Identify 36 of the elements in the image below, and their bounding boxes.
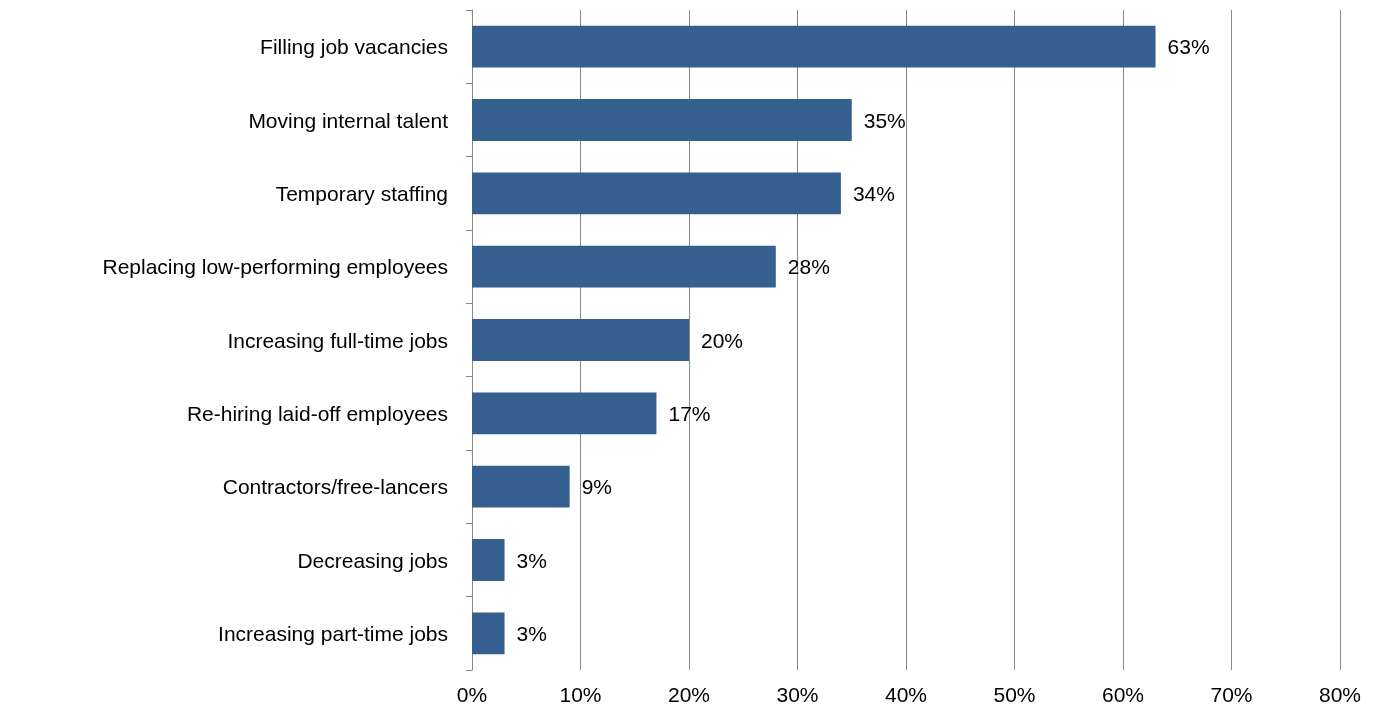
y-tick-label: Increasing full-time jobs <box>227 328 448 352</box>
bar <box>472 392 657 435</box>
x-tick-label: 10% <box>559 683 602 706</box>
y-tick-label: Re-hiring laid-off employees <box>186 401 448 425</box>
y-tick-label: Moving internal talent <box>248 108 449 132</box>
y-tick-label: Contractors/free-lancers <box>222 475 448 499</box>
y-tick-label: Decreasing jobs <box>297 548 448 572</box>
bar <box>472 245 776 288</box>
bar <box>472 172 841 215</box>
data-label: 17% <box>668 401 711 425</box>
bar <box>472 465 570 508</box>
data-label: 3% <box>516 548 547 572</box>
x-tick-label: 60% <box>1101 683 1145 706</box>
bar <box>472 319 689 361</box>
y-tick-label: Temporary staffing <box>275 181 448 205</box>
data-label: 20% <box>701 328 744 352</box>
bar <box>472 25 1156 68</box>
x-tick-label: 30% <box>776 683 819 706</box>
data-label: 63% <box>1167 35 1210 59</box>
data-label: 3% <box>516 621 547 645</box>
bar <box>472 99 852 141</box>
x-tick-label: 70% <box>1210 683 1253 706</box>
data-label: 35% <box>863 108 906 132</box>
data-label: 34% <box>852 181 895 205</box>
y-tick-label: Replacing low-performing employees <box>102 255 448 279</box>
x-tick-label: 40% <box>884 683 928 706</box>
data-label: 9% <box>581 475 613 499</box>
data-label: 28% <box>787 255 830 279</box>
bar <box>472 612 505 655</box>
bar <box>472 539 505 581</box>
x-tick-label: 0% <box>456 683 488 706</box>
x-tick-label: 20% <box>667 683 711 706</box>
y-tick-label: Increasing part-time jobs <box>218 621 448 645</box>
x-tick-label: 50% <box>993 683 1036 706</box>
y-tick-label: Filling job vacancies <box>260 35 448 59</box>
x-tick-label: 80% <box>1318 683 1362 706</box>
